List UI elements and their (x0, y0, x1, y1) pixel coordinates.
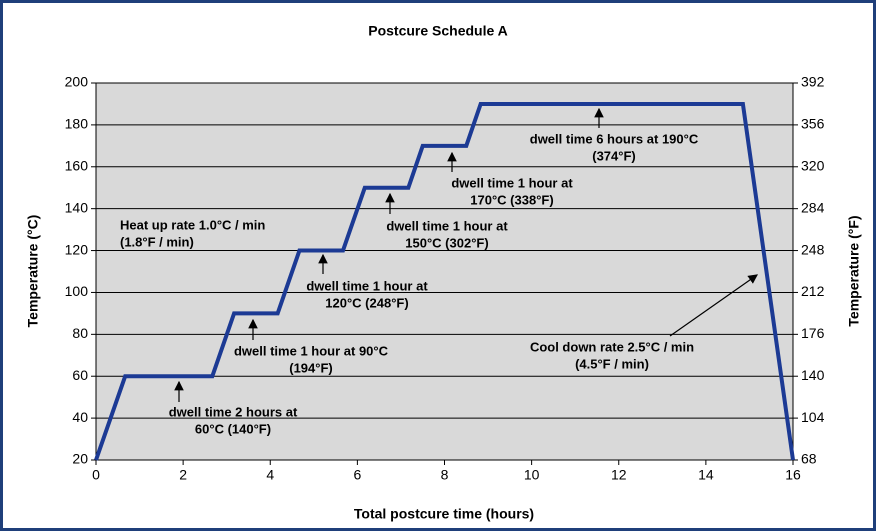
y2-tick-label: 284 (801, 199, 825, 215)
x-tick-label: 2 (179, 467, 187, 483)
y2-tick-label: 140 (801, 367, 825, 383)
x-tick-label: 8 (441, 467, 449, 483)
y-tick-label: 140 (65, 199, 89, 215)
x-tick-label: 16 (785, 467, 801, 483)
annotation-arrow (669, 274, 758, 337)
annotation: (4.5°F / min) (575, 356, 649, 371)
annotation: Heat up rate 1.0°C / min (120, 217, 265, 232)
y2-tick-label: 356 (801, 116, 825, 132)
annotation: 150°C (302°F) (405, 235, 488, 250)
y-tick-label: 180 (65, 116, 89, 132)
y-tick-label: 100 (65, 283, 89, 299)
annotation: 60°C (140°F) (195, 421, 271, 436)
y2-tick-label: 320 (801, 157, 825, 173)
y2-tick-label: 392 (801, 74, 825, 90)
annotation: 170°C (338°F) (470, 192, 553, 207)
x-tick-label: 0 (92, 467, 100, 483)
y-tick-label: 200 (65, 74, 89, 90)
x-tick-label: 4 (266, 467, 274, 483)
annotation: (194°F) (289, 360, 333, 375)
annotation: 120°C (248°F) (325, 295, 408, 310)
y-tick-label: 80 (72, 325, 88, 341)
y2-tick-label: 248 (801, 241, 825, 257)
y2-tick-label: 68 (801, 451, 817, 467)
y2-tick-label: 176 (801, 325, 825, 341)
y-tick-label: 20 (72, 451, 88, 467)
annotation: dwell time 1 hour at (386, 218, 508, 233)
y-tick-label: 160 (65, 157, 89, 173)
y-tick-label: 60 (72, 367, 88, 383)
annotation: Cool down rate 2.5°C / min (530, 339, 694, 354)
x-tick-label: 6 (353, 467, 361, 483)
y-tick-label: 40 (72, 409, 88, 425)
annotation: dwell time 2 hours at (169, 404, 298, 419)
y2-tick-label: 104 (801, 409, 825, 425)
y-axis-title: Temperature (°C) (25, 215, 41, 328)
series-line (94, 101, 795, 461)
x-axis-title: Total postcure time (hours) (354, 506, 534, 522)
y-tick-label: 120 (65, 241, 89, 257)
y2-tick-label: 212 (801, 283, 825, 299)
annotation: dwell time 1 hour at 90°C (234, 343, 389, 358)
annotation: dwell time 6 hours at 190°C (530, 131, 699, 146)
annotation: dwell time 1 hour at (306, 278, 428, 293)
x-tick-label: 14 (698, 467, 714, 483)
x-tick-label: 12 (611, 467, 627, 483)
annotation: (1.8°F / min) (120, 234, 194, 249)
chart-title: Postcure Schedule A (368, 23, 508, 39)
y2-axis-title: Temperature (°F) (846, 215, 862, 326)
annotation: (374°F) (592, 148, 636, 163)
x-tick-label: 10 (524, 467, 540, 483)
annotation: dwell time 1 hour at (451, 175, 573, 190)
